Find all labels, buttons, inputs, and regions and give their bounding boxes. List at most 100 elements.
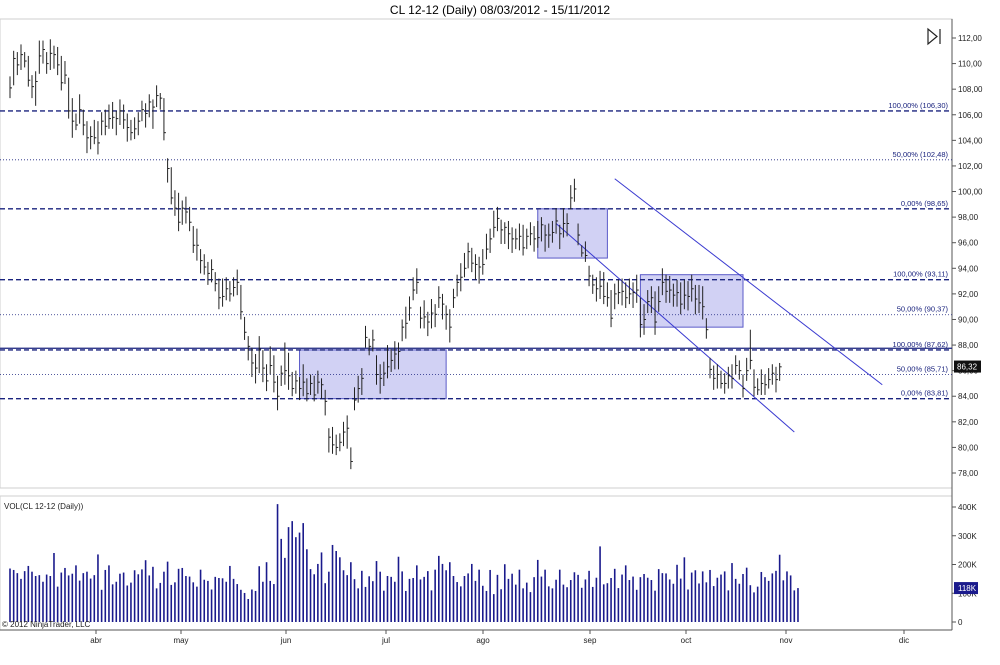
- ohlc-bar: [295, 370, 298, 394]
- ohlc-bar: [467, 242, 471, 269]
- price-tick-label: 90,00: [958, 315, 979, 324]
- ohlc-bar: [654, 291, 658, 335]
- price-tick-label: 84,00: [958, 392, 979, 401]
- ohlc-bar: [643, 304, 647, 335]
- ohlc-bar: [537, 220, 540, 248]
- ohlc-bar: [445, 305, 449, 330]
- consolidation-zone: [537, 208, 608, 259]
- ohlc-bar: [449, 309, 452, 343]
- ohlc-bar: [779, 362, 782, 381]
- ohlc-bar: [112, 101, 115, 129]
- ohlc-bar: [38, 40, 42, 74]
- ohlc-bar: [423, 300, 427, 329]
- ohlc-bar: [507, 220, 511, 250]
- ohlc-bar: [401, 319, 405, 342]
- ohlc-bar: [288, 352, 291, 390]
- ohlc-bar: [251, 347, 254, 378]
- ohlc-bar: [555, 208, 559, 234]
- ohlc-bar: [570, 185, 573, 210]
- ohlc-bar: [266, 364, 269, 392]
- ohlc-bar: [57, 46, 60, 76]
- ohlc-bar: [511, 227, 515, 253]
- ohlc-bar: [262, 350, 265, 383]
- time-tick-label: oct: [681, 636, 692, 645]
- fib-level-label: 50,00% (85,71): [897, 364, 949, 373]
- ohlc-bar: [658, 286, 661, 312]
- ohlc-bar: [284, 342, 287, 385]
- ohlc-bar: [438, 286, 441, 308]
- ohlc-bar: [214, 272, 218, 292]
- ohlc-bar: [273, 355, 276, 393]
- price-tick-label: 106,00: [958, 111, 983, 120]
- ohlc-bar: [35, 71, 38, 106]
- ohlc-bar: [482, 249, 485, 275]
- ohlc-bar: [93, 119, 97, 145]
- fib-level-label: 0,00% (83,81): [901, 389, 949, 398]
- ohlc-bar: [632, 282, 636, 308]
- ohlc-bar: [562, 208, 566, 238]
- ohlc-bar: [383, 361, 386, 386]
- ohlc-bar: [211, 259, 214, 283]
- price-tick-label: 80,00: [958, 443, 979, 452]
- ohlc-bar: [760, 369, 764, 395]
- ohlc-bar: [647, 290, 650, 314]
- ohlc-bar: [548, 223, 551, 248]
- ohlc-bar: [335, 434, 339, 456]
- ohlc-bar: [617, 279, 621, 305]
- time-tick-label: ago: [476, 636, 490, 645]
- play-triangle-icon: [927, 27, 938, 46]
- ohlc-bar: [764, 374, 767, 395]
- price-tick-label: 88,00: [958, 341, 979, 350]
- ohlc-bar: [233, 277, 236, 297]
- ohlc-bar: [31, 75, 34, 99]
- ohlc-bar: [515, 228, 518, 250]
- ohlc-bar: [628, 278, 632, 305]
- ohlc-bar: [244, 316, 247, 340]
- ohlc-bar: [354, 387, 357, 411]
- ohlc-bar: [82, 109, 86, 136]
- time-tick-label: may: [173, 636, 188, 645]
- time-tick-label: abr: [90, 636, 102, 645]
- last-volume-marker: [954, 582, 978, 595]
- ohlc-bar: [225, 277, 229, 301]
- ohlc-bar: [705, 318, 709, 339]
- ohlc-bar: [493, 210, 496, 238]
- ohlc-bar: [698, 284, 702, 314]
- ohlc-bar: [97, 121, 100, 155]
- ohlc-bar: [49, 39, 53, 70]
- ohlc-bar: [203, 254, 207, 275]
- ohlc-bar: [64, 61, 67, 85]
- ohlc-bar: [372, 329, 375, 352]
- ohlc-bar: [394, 341, 397, 370]
- ohlc-bar: [343, 421, 346, 447]
- ohlc-bar: [559, 224, 562, 250]
- ohlc-bar: [368, 338, 372, 356]
- ohlc-bar: [625, 282, 628, 308]
- ohlc-bar: [416, 268, 419, 294]
- volume-tick-label: 200K: [958, 561, 977, 570]
- ohlc-bar: [247, 336, 251, 361]
- fib-level-label: 50,00% (102,48): [893, 150, 949, 159]
- price-tick-label: 96,00: [958, 239, 979, 248]
- ohlc-bar: [408, 296, 412, 321]
- ohlc-bar: [676, 279, 680, 307]
- ohlc-bar: [397, 342, 401, 370]
- price-tick-label: 78,00: [958, 469, 979, 478]
- fib-level-label: 100,00% (106,30): [888, 101, 948, 110]
- price-tick-label: 102,00: [958, 162, 983, 171]
- ohlc-bar: [178, 192, 181, 232]
- ohlc-bar: [16, 52, 20, 76]
- ohlc-bar: [68, 77, 71, 119]
- ohlc-bar: [621, 278, 625, 306]
- ohlc-bar: [302, 364, 306, 397]
- ohlc-bar: [573, 178, 577, 202]
- price-scale-icon[interactable]: [927, 27, 941, 46]
- ohlc-bar: [713, 365, 716, 390]
- ohlc-bar: [181, 200, 185, 225]
- ohlc-bar: [137, 112, 141, 136]
- ohlc-bar: [599, 270, 603, 299]
- ohlc-bar: [104, 109, 108, 136]
- time-tick-label: dic: [899, 636, 909, 645]
- ohlc-bar: [430, 299, 434, 329]
